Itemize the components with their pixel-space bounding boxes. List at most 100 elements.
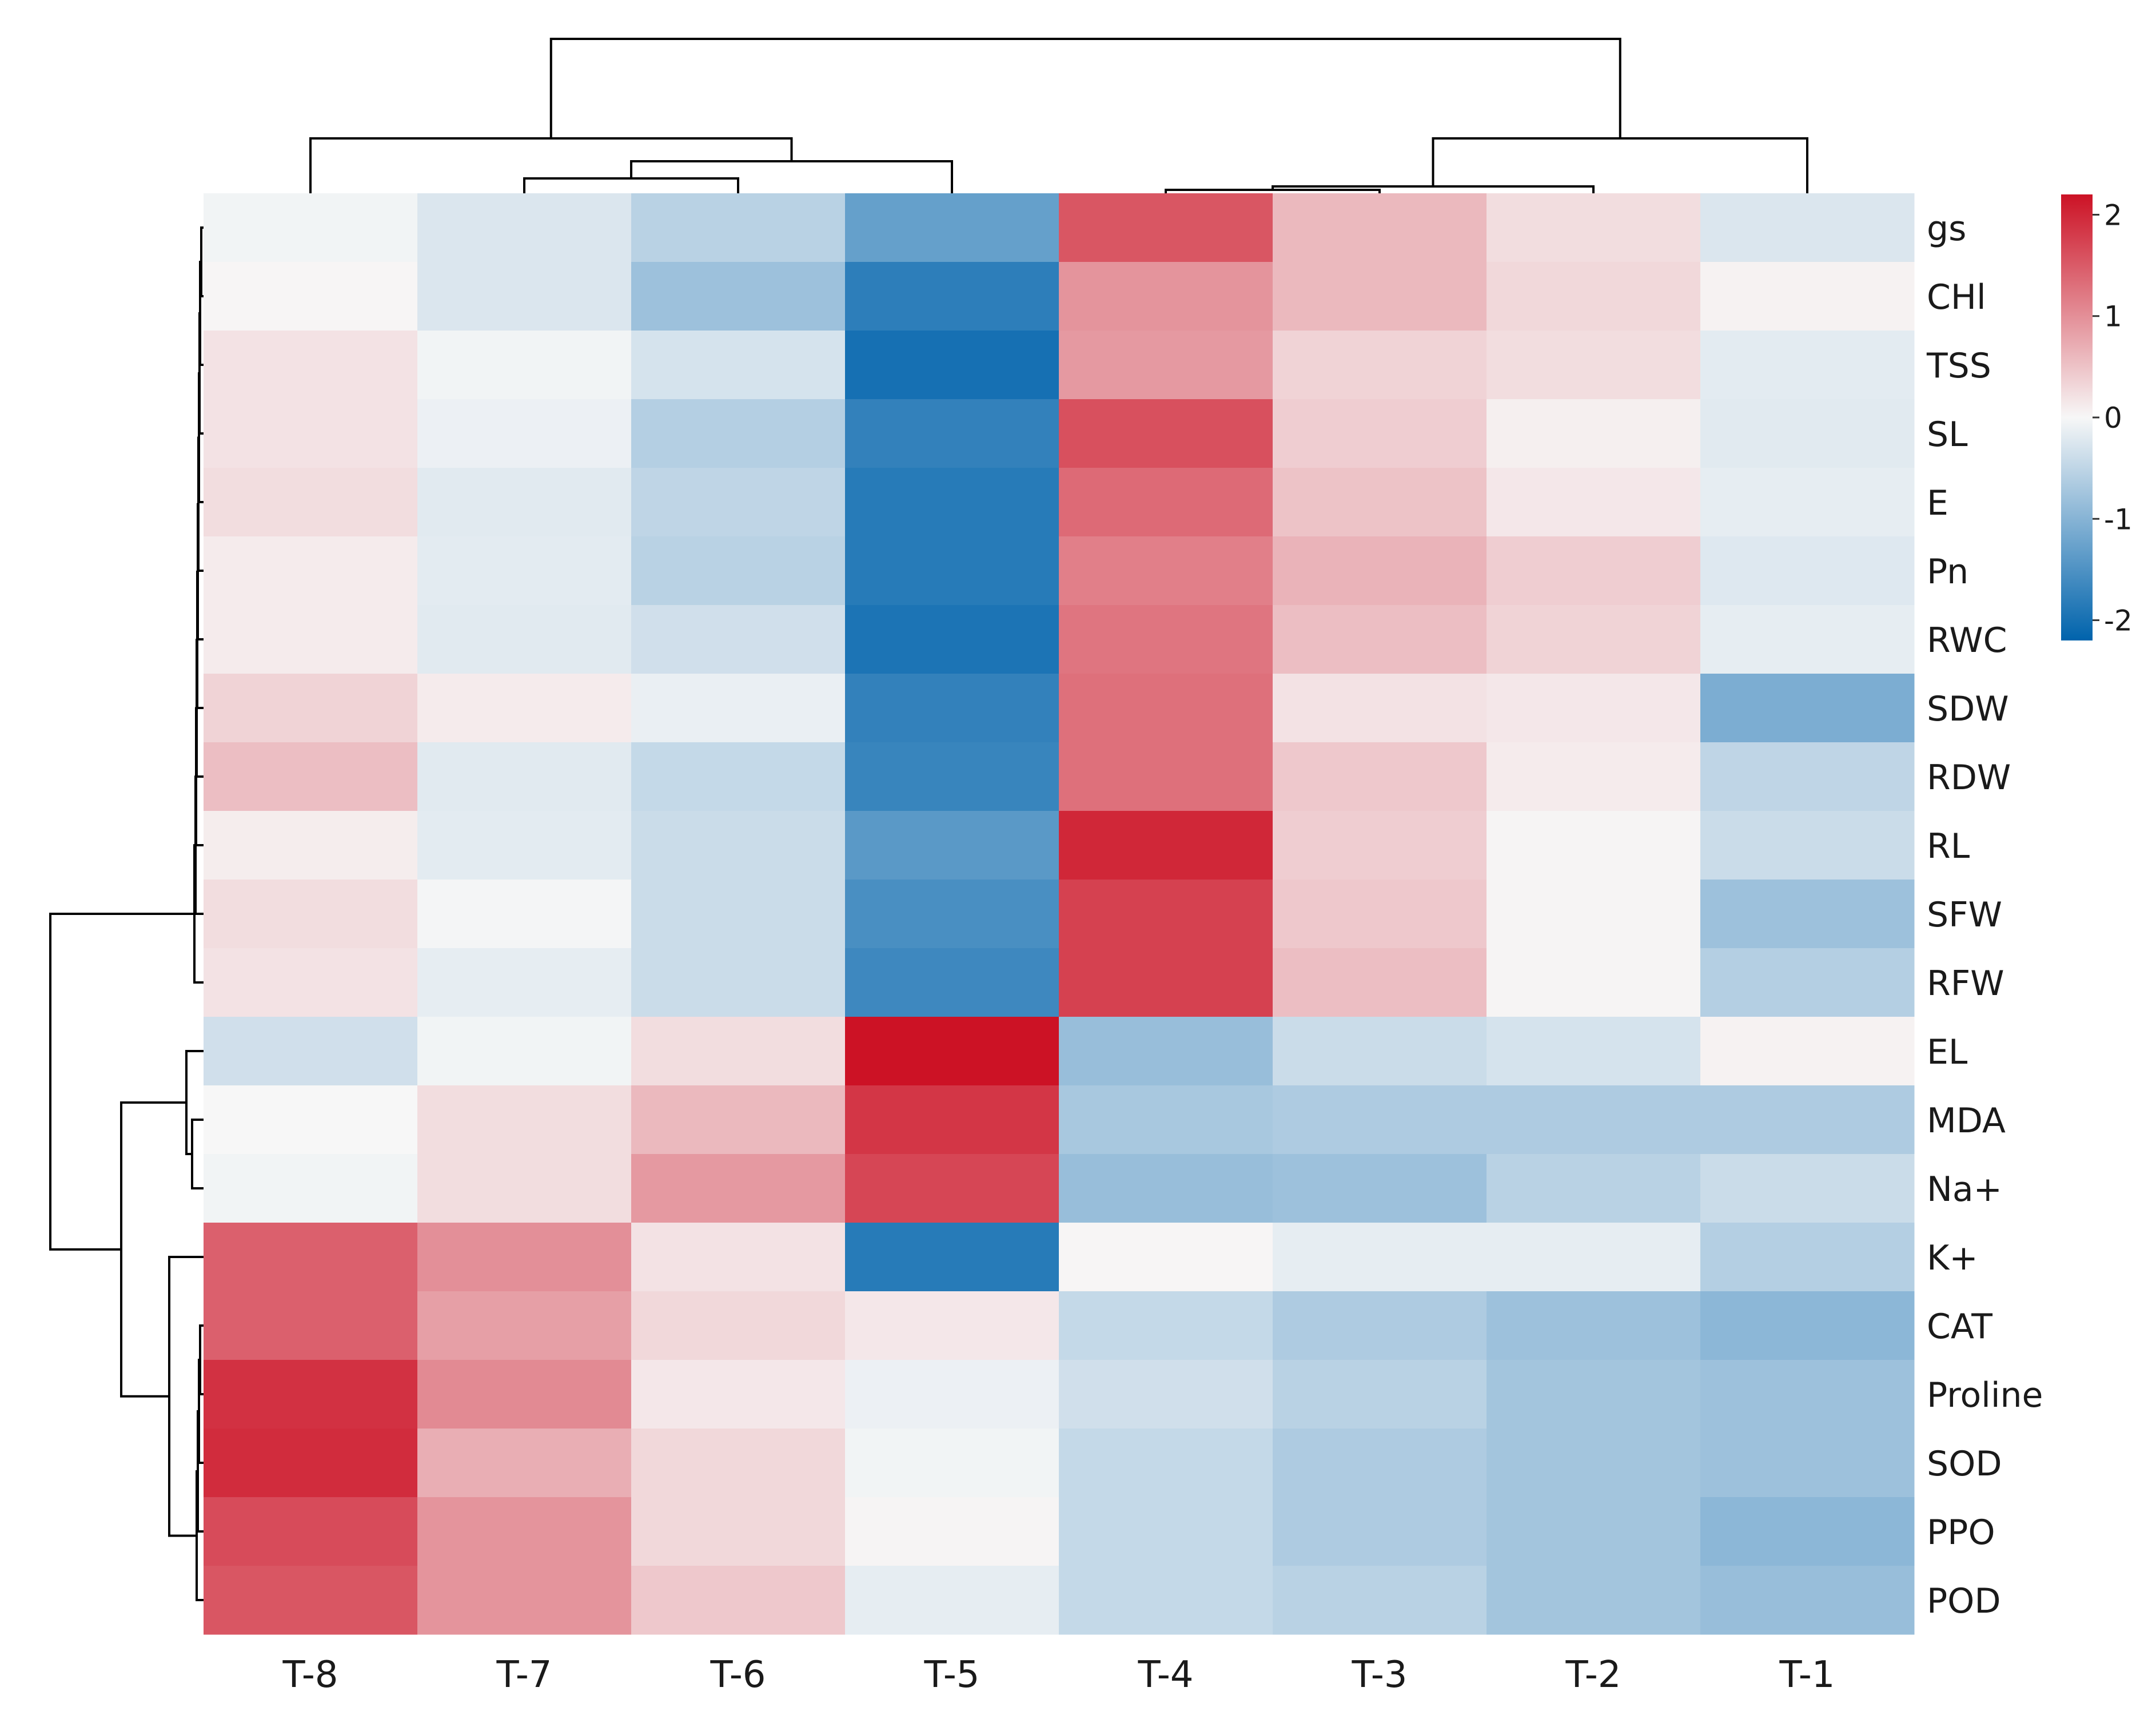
heatmap-cell-EL-T-6: [631, 1017, 846, 1086]
heatmap-cell-Pn-T-5: [845, 536, 1059, 606]
row-label: CHl: [1927, 277, 1986, 317]
heatmap-cell-CHl-T-4: [1059, 262, 1273, 331]
heatmap-cell-TSS-T-6: [631, 331, 846, 400]
heatmap-cell-TSS-T-2: [1487, 331, 1701, 400]
heatmap-cell-RFW-T-5: [845, 948, 1059, 1017]
heatmap-cell-SL-T-8: [204, 399, 418, 468]
heatmap-cell-CAT-T-6: [631, 1291, 846, 1360]
heatmap-cell-K+-T-2: [1487, 1223, 1701, 1292]
heatmap-cell-SFW-T-2: [1487, 880, 1701, 949]
heatmap-cell-RDW-T-7: [417, 742, 632, 811]
heatmap-cell-PPO-T-5: [845, 1497, 1059, 1566]
heatmap-cell-Proline-T-3: [1273, 1360, 1487, 1429]
heatmap-cell-RFW-T-4: [1059, 948, 1273, 1017]
heatmap-cell-K+-T-8: [204, 1223, 418, 1292]
heatmap-cell-RWC-T-1: [1700, 605, 1915, 674]
row-label: RDW: [1927, 758, 2011, 798]
heatmap-cell-RFW-T-1: [1700, 948, 1915, 1017]
heatmap-cell-CAT-T-4: [1059, 1291, 1273, 1360]
heatmap-cell-SDW-T-4: [1059, 674, 1273, 743]
heatmap-cell-SL-T-1: [1700, 399, 1915, 468]
heatmap-cell-CAT-T-7: [417, 1291, 632, 1360]
heatmap-cells: [204, 193, 1915, 1635]
heatmap-cell-Na+-T-4: [1059, 1154, 1273, 1223]
column-label: T-1: [1779, 1654, 1835, 1696]
heatmap-cell-E-T-2: [1487, 468, 1701, 537]
heatmap-cell-EL-T-3: [1273, 1017, 1487, 1086]
heatmap-cell-SFW-T-5: [845, 880, 1059, 949]
heatmap-cell-RWC-T-5: [845, 605, 1059, 674]
heatmap-cell-SL-T-6: [631, 399, 846, 468]
heatmap-cell-E-T-5: [845, 468, 1059, 537]
row-dendro-link: [49, 913, 194, 1251]
heatmap-cell-K+-T-5: [845, 1223, 1059, 1292]
heatmap-cell-E-T-1: [1700, 468, 1915, 537]
row-label: Pn: [1927, 552, 1968, 592]
column-label: T-4: [1137, 1654, 1193, 1696]
heatmap-cell-PPO-T-2: [1487, 1497, 1701, 1566]
row-label: Proline: [1927, 1375, 2043, 1415]
heatmap-cell-POD-T-2: [1487, 1566, 1701, 1635]
legend-tick-label: 2: [2104, 198, 2122, 232]
row-label: TSS: [1926, 346, 1991, 386]
heatmap-cell-POD-T-1: [1700, 1566, 1915, 1635]
heatmap-cell-E-T-6: [631, 468, 846, 537]
heatmap-cell-POD-T-7: [417, 1566, 632, 1635]
legend-ticks: 2 1 0 -1 -2: [2093, 198, 2133, 638]
heatmap-cell-RL-T-8: [204, 811, 418, 880]
column-dendrogram: [309, 38, 1808, 193]
row-label: SFW: [1927, 895, 2002, 935]
heatmap-cell-K+-T-4: [1059, 1223, 1273, 1292]
heatmap-cell-gs-T-6: [631, 193, 846, 262]
heatmap-cell-RDW-T-6: [631, 742, 846, 811]
heatmap-cell-RWC-T-4: [1059, 605, 1273, 674]
heatmap-cell-Pn-T-6: [631, 536, 846, 606]
heatmap-cell-E-T-7: [417, 468, 632, 537]
heatmap-cell-CHl-T-1: [1700, 262, 1915, 331]
heatmap-cell-SOD-T-3: [1273, 1429, 1487, 1498]
heatmap-cell-RL-T-7: [417, 811, 632, 880]
legend-tick-label: -1: [2104, 503, 2133, 536]
heatmap-cell-K+-T-6: [631, 1223, 846, 1292]
heatmap-cell-RFW-T-6: [631, 948, 846, 1017]
row-label: SOD: [1927, 1444, 2002, 1484]
heatmap-cell-CHl-T-3: [1273, 262, 1487, 331]
legend-tick-label: 1: [2104, 300, 2122, 333]
heatmap-cell-RWC-T-6: [631, 605, 846, 674]
heatmap-cell-RFW-T-3: [1273, 948, 1487, 1017]
heatmap-cell-RL-T-2: [1487, 811, 1701, 880]
heatmap-cell-SDW-T-7: [417, 674, 632, 743]
heatmap-cell-Na+-T-6: [631, 1154, 846, 1223]
heatmap-cell-K+-T-1: [1700, 1223, 1915, 1292]
heatmap-cell-PPO-T-6: [631, 1497, 846, 1566]
heatmap-cell-E-T-8: [204, 468, 418, 537]
heatmap-cell-PPO-T-3: [1273, 1497, 1487, 1566]
column-label: T-2: [1565, 1654, 1621, 1696]
heatmap-cell-CAT-T-5: [845, 1291, 1059, 1360]
row-label: Na+: [1927, 1169, 2002, 1209]
heatmap-cell-SOD-T-7: [417, 1429, 632, 1498]
heatmap-cell-CAT-T-8: [204, 1291, 418, 1360]
heatmap-cell-CHl-T-5: [845, 262, 1059, 331]
heatmap-cell-K+-T-7: [417, 1223, 632, 1292]
heatmap-cell-SDW-T-5: [845, 674, 1059, 743]
heatmap-cell-SL-T-5: [845, 399, 1059, 468]
heatmap-cell-CHl-T-7: [417, 262, 632, 331]
heatmap-cell-gs-T-5: [845, 193, 1059, 262]
heatmap-cell-POD-T-3: [1273, 1566, 1487, 1635]
heatmap-cell-Proline-T-8: [204, 1360, 418, 1429]
heatmap-cell-SDW-T-2: [1487, 674, 1701, 743]
heatmap-cell-RFW-T-2: [1487, 948, 1701, 1017]
heatmap-cell-RL-T-4: [1059, 811, 1273, 880]
column-label: T-6: [710, 1654, 766, 1696]
heatmap-cell-Proline-T-7: [417, 1360, 632, 1429]
heatmap-cell-SFW-T-6: [631, 880, 846, 949]
heatmap-cell-Proline-T-1: [1700, 1360, 1915, 1429]
row-label: SDW: [1927, 689, 2009, 729]
heatmap-cell-CAT-T-2: [1487, 1291, 1701, 1360]
heatmap-cell-RWC-T-7: [417, 605, 632, 674]
heatmap-cell-Pn-T-4: [1059, 536, 1273, 606]
row-label: SL: [1927, 415, 1968, 455]
heatmap-cell-CHl-T-6: [631, 262, 846, 331]
heatmap-cell-SFW-T-8: [204, 880, 418, 949]
